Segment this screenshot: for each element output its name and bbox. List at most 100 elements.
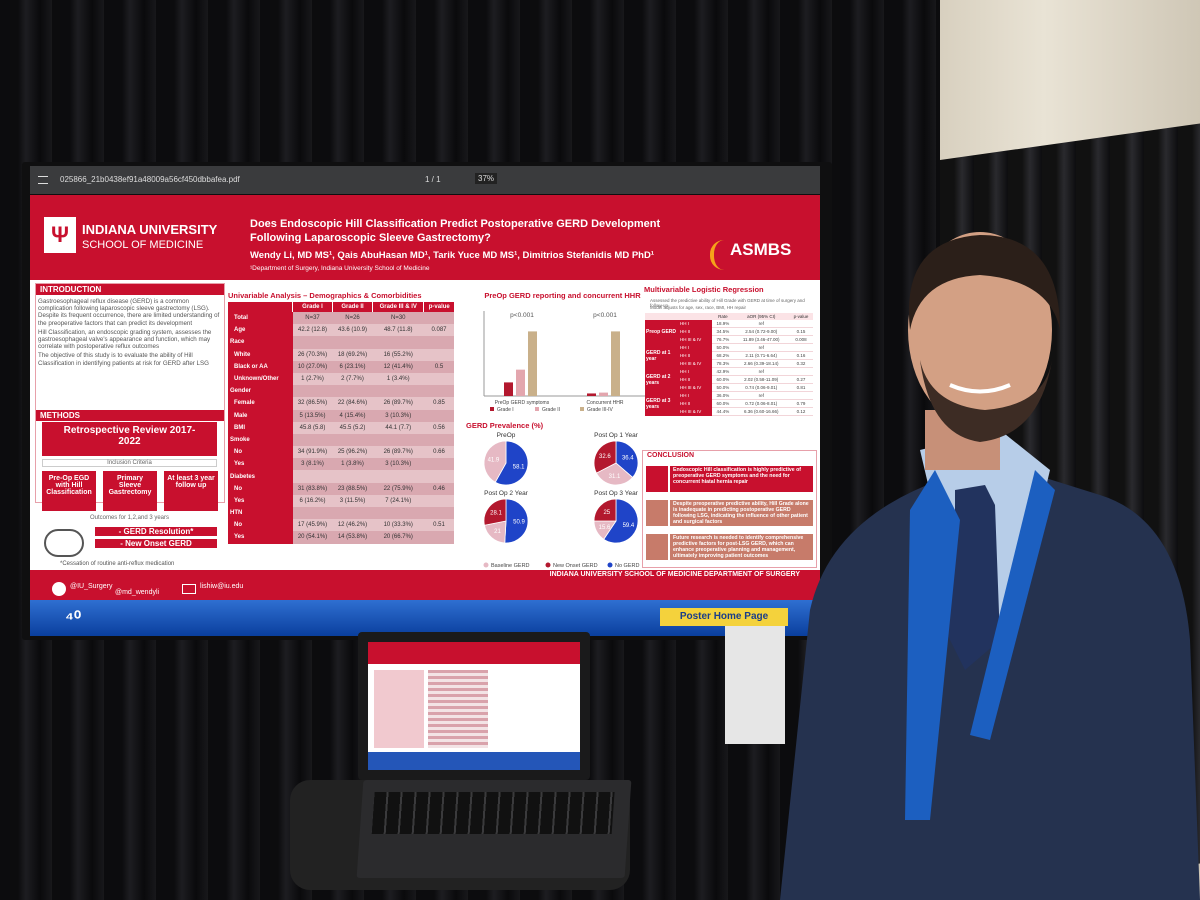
cell: 44.1 (7.7) — [385, 424, 412, 431]
cell: 16 (55.2%) — [383, 351, 413, 358]
cell: 11.89 (3.46-47.00) — [733, 335, 789, 344]
cell — [424, 434, 454, 446]
cell — [788, 320, 813, 328]
table-row: Total N=37 N=26 N=30 — [228, 312, 454, 325]
table-row: White 26 (70.3%) 18 (69.2%) 16 (55.2%) — [228, 348, 454, 361]
row-label: Yes — [228, 458, 293, 471]
group-label: GERD at 3 years — [645, 391, 679, 416]
table-row: Yes 6 (16.2%) 3 (11.5%) 7 (24.1%) — [228, 494, 454, 507]
column-header: Grade III & IV — [371, 302, 424, 312]
table-row: No 17 (45.9%) 12 (46.2%) 10 (33.3%) 0.51 — [228, 519, 454, 532]
row-label: Unknown/Other — [228, 372, 293, 386]
cell — [424, 458, 454, 470]
header-row: Grade I Grade II Grade III & IV p-value — [228, 302, 454, 312]
column-header: p-value — [793, 314, 809, 319]
row-label: Age — [228, 324, 293, 337]
row-label: No — [228, 446, 293, 459]
column-header: Rate — [718, 314, 728, 319]
poster: Ψ INDIANA UNIVERSITY SCHOOL OF MEDICINE Doe… — [30, 195, 820, 600]
pie-slice — [504, 498, 529, 544]
cell: 42.9% — [712, 367, 734, 376]
column-header: aOR (95% CI) — [747, 314, 776, 319]
group-label: GERD at 1 year — [645, 343, 679, 368]
cell: 0.51 — [433, 522, 445, 529]
cell: 2.54 (0.72-9.00) — [733, 327, 789, 336]
cell: 22 (84.6%) — [337, 400, 368, 407]
table-row: Diabetes — [228, 470, 454, 483]
slice-label: 58.1 — [513, 464, 525, 470]
cell: 18 (69.2%) — [337, 351, 368, 358]
cell — [424, 349, 454, 361]
cell: 34 (91.9%) — [297, 449, 328, 456]
section-heading: Univariable Analysis – Demographics & Co… — [228, 291, 422, 300]
cell: N=37 — [305, 315, 320, 322]
cell: HH II — [679, 399, 713, 408]
cell: 2.11 (0.71-6.64) — [733, 351, 789, 360]
cell: HH I — [679, 391, 713, 400]
regression-table: Rate aOR (95% CI) p-value Preop GERD HH I 18.… — [645, 313, 813, 416]
table-row: HH III & IV 76.7% 11.89 (3.46-47.00) 0.008 — [645, 335, 813, 344]
group-label: GERD at 2 years — [645, 367, 679, 392]
cell: 36.0% — [712, 391, 734, 400]
table-row: Unknown/Other 1 (2.7%) 2 (7.7%) 1 (3.4%) — [228, 372, 454, 386]
cell: ref — [733, 343, 789, 352]
cell: 10 (27.0%) — [297, 363, 328, 370]
cell — [788, 367, 813, 376]
table-row: HTN — [228, 507, 454, 520]
cell: 45.8 (5.8) — [299, 424, 326, 431]
cell — [293, 470, 333, 482]
pdf-filename: 025866_21b0438ef91a48009a56cf450dbbafea.… — [60, 175, 240, 184]
table-row: HH III & IV 44.4% 6.36 (0.60-16.66) 0.12 — [645, 407, 813, 416]
intro-bullets: Gastroesophageal reflux disease (GERD) i… — [38, 298, 222, 369]
cell: 42.2 (12.8) — [297, 327, 328, 334]
row-label: Female — [228, 397, 293, 410]
pdf-page: 1 / 1 — [425, 175, 441, 184]
row-label: White — [228, 348, 293, 361]
cell: ref — [733, 320, 789, 328]
table-row: Black or AA 10 (27.0%) 6 (23.1%) 12 (41.4%)… — [228, 360, 454, 373]
legend-swatch — [483, 562, 489, 568]
legend-label: Grade III-IV — [587, 407, 614, 413]
pdf-zoom[interactable]: 37% — [475, 173, 498, 184]
table-row: No 34 (91.9%) 25 (96.2%) 26 (89.7%) 0.66 — [228, 446, 454, 459]
cell: 17 (45.9%) — [297, 522, 328, 529]
chart-title: PreOp GERD reporting and concurrent HHR — [484, 291, 641, 300]
society-logo: ASMBS — [710, 240, 791, 270]
legend-label: New Onset GERD — [553, 563, 598, 569]
cell: 10 (33.3%) — [383, 522, 413, 529]
cell — [373, 470, 424, 482]
cell: ref — [733, 367, 789, 376]
cell: HH II — [679, 351, 713, 360]
legend-swatch — [545, 562, 551, 568]
cell: 76.7% — [712, 335, 734, 344]
cell: 7 (24.1%) — [385, 497, 412, 504]
cell — [424, 373, 454, 385]
row-label: Gender — [228, 385, 293, 398]
note: Model adjusts for age, sex, race, BMI, H… — [650, 305, 747, 310]
pie-title: PreOp — [497, 432, 516, 439]
cell — [293, 507, 333, 519]
cell — [333, 336, 373, 348]
legend-label: No GERD — [615, 563, 639, 569]
cell — [424, 336, 454, 348]
cell: HH I — [679, 343, 713, 352]
cell: 3 (10.3%) — [385, 461, 412, 468]
table-row: HH III & IV 50.0% 0.74 (0.06-9.01) 0.81 — [645, 383, 813, 392]
table-row: Gender — [228, 385, 454, 398]
row-label: Black or AA — [228, 360, 293, 373]
cell — [373, 385, 424, 397]
legend-swatch — [580, 407, 584, 411]
bullet: Gastroesophageal reflux disease (GERD) i… — [38, 298, 220, 327]
conclusion-icon — [646, 466, 668, 492]
cell — [333, 470, 373, 482]
menu-icon[interactable] — [38, 176, 48, 184]
cell: 14 (53.8%) — [337, 534, 368, 541]
slice-label: 28.1 — [490, 511, 502, 517]
row-label: Race — [228, 336, 293, 349]
table-row: HH II 60.0% 2.02 (0.58-11.09) 0.27 — [645, 375, 813, 384]
cell: 0.16 — [788, 351, 813, 360]
section-heading: CONCLUSION — [643, 451, 816, 460]
mini-table — [428, 670, 488, 748]
cell: 25 (96.2%) — [337, 449, 368, 456]
cell: 43.6 (10.9) — [337, 327, 368, 334]
